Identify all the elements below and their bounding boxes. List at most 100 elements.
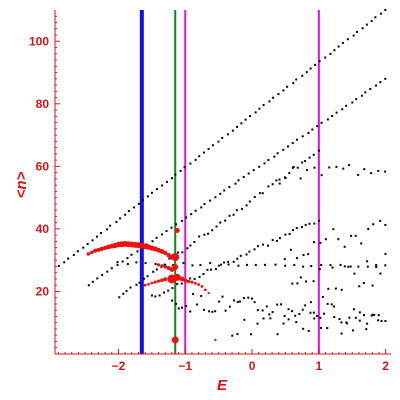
black-point bbox=[327, 287, 330, 290]
black-point bbox=[232, 260, 235, 263]
black-point bbox=[312, 311, 315, 314]
black-point bbox=[267, 159, 270, 162]
x-tick-label: 1 bbox=[316, 359, 323, 373]
black-point bbox=[174, 173, 177, 176]
black-point bbox=[245, 253, 248, 256]
black-point bbox=[221, 136, 224, 139]
black-point bbox=[317, 149, 320, 152]
black-point bbox=[198, 235, 201, 238]
black-point bbox=[236, 125, 239, 128]
black-point bbox=[363, 314, 366, 317]
black-point bbox=[340, 288, 343, 291]
black-point bbox=[375, 265, 378, 268]
black-point bbox=[343, 265, 346, 268]
black-point bbox=[180, 282, 183, 285]
black-point bbox=[350, 234, 353, 237]
x-tick-label: −2 bbox=[112, 359, 126, 373]
black-point bbox=[302, 265, 305, 268]
black-point bbox=[337, 238, 340, 241]
black-point bbox=[275, 239, 278, 242]
black-point bbox=[183, 166, 186, 169]
black-point bbox=[67, 257, 70, 260]
black-point bbox=[202, 308, 205, 311]
black-point bbox=[231, 334, 234, 337]
black-point bbox=[324, 56, 327, 59]
black-point bbox=[326, 327, 329, 330]
black-point bbox=[208, 310, 211, 313]
black-point bbox=[199, 264, 202, 267]
black-point bbox=[192, 293, 195, 296]
vertical-reference-lines bbox=[139, 10, 320, 354]
black-point bbox=[357, 265, 360, 268]
black-point bbox=[182, 262, 185, 265]
black-point bbox=[313, 166, 316, 169]
black-point bbox=[364, 91, 367, 94]
black-point bbox=[232, 213, 235, 216]
black-point bbox=[263, 162, 266, 165]
black-point bbox=[211, 310, 214, 313]
black-point bbox=[286, 145, 289, 148]
black-point bbox=[219, 192, 222, 195]
black-point bbox=[168, 257, 171, 260]
black-point bbox=[292, 82, 295, 85]
black-point bbox=[219, 221, 222, 224]
black-point bbox=[223, 261, 226, 264]
black-point bbox=[331, 266, 334, 269]
black-point bbox=[275, 179, 278, 182]
black-point bbox=[263, 263, 266, 266]
axes: −2 −1 0 1 2 20 40 60 80 100 bbox=[29, 10, 391, 373]
black-point bbox=[215, 225, 218, 228]
red-point bbox=[183, 278, 188, 283]
red-point bbox=[186, 279, 191, 284]
black-point bbox=[320, 264, 323, 267]
black-point bbox=[278, 178, 281, 181]
black-point bbox=[207, 147, 210, 150]
black-point bbox=[171, 299, 174, 302]
y-tick-label: 40 bbox=[36, 222, 50, 236]
black-point bbox=[373, 313, 376, 316]
black-point bbox=[310, 265, 313, 268]
black-point bbox=[106, 228, 109, 231]
black-point bbox=[276, 303, 279, 306]
black-point bbox=[308, 156, 311, 159]
black-point bbox=[237, 179, 240, 182]
black-point bbox=[243, 318, 246, 321]
black-point bbox=[301, 308, 304, 311]
black-point bbox=[177, 251, 180, 254]
black-point bbox=[253, 195, 256, 198]
black-point bbox=[82, 246, 85, 249]
black-point bbox=[154, 295, 157, 298]
black-point bbox=[302, 254, 305, 257]
black-point bbox=[305, 169, 308, 172]
black-point bbox=[195, 303, 198, 306]
black-point bbox=[262, 317, 265, 320]
black-point bbox=[272, 96, 275, 99]
black-point bbox=[304, 223, 307, 226]
black-point bbox=[355, 98, 358, 101]
black-point bbox=[301, 135, 304, 138]
black-point bbox=[358, 311, 361, 314]
black-point bbox=[202, 151, 205, 154]
black-point bbox=[253, 248, 256, 251]
black-point bbox=[214, 268, 217, 271]
black-point bbox=[384, 320, 387, 323]
black-point bbox=[190, 213, 193, 216]
black-point bbox=[162, 291, 165, 294]
black-point bbox=[236, 333, 239, 336]
black-point bbox=[223, 189, 226, 192]
black-point bbox=[233, 299, 236, 302]
black-point bbox=[165, 180, 168, 183]
black-point bbox=[252, 169, 255, 172]
black-point bbox=[326, 302, 329, 305]
black-point bbox=[286, 85, 289, 88]
black-point bbox=[331, 115, 334, 118]
y-tick-label: 100 bbox=[29, 34, 49, 48]
black-point bbox=[379, 272, 382, 275]
black-point bbox=[314, 63, 317, 66]
black-point bbox=[338, 318, 341, 321]
black-point bbox=[193, 277, 196, 280]
black-point bbox=[329, 52, 332, 55]
black-point bbox=[91, 239, 94, 242]
black-point bbox=[165, 230, 168, 233]
black-point bbox=[269, 317, 272, 320]
